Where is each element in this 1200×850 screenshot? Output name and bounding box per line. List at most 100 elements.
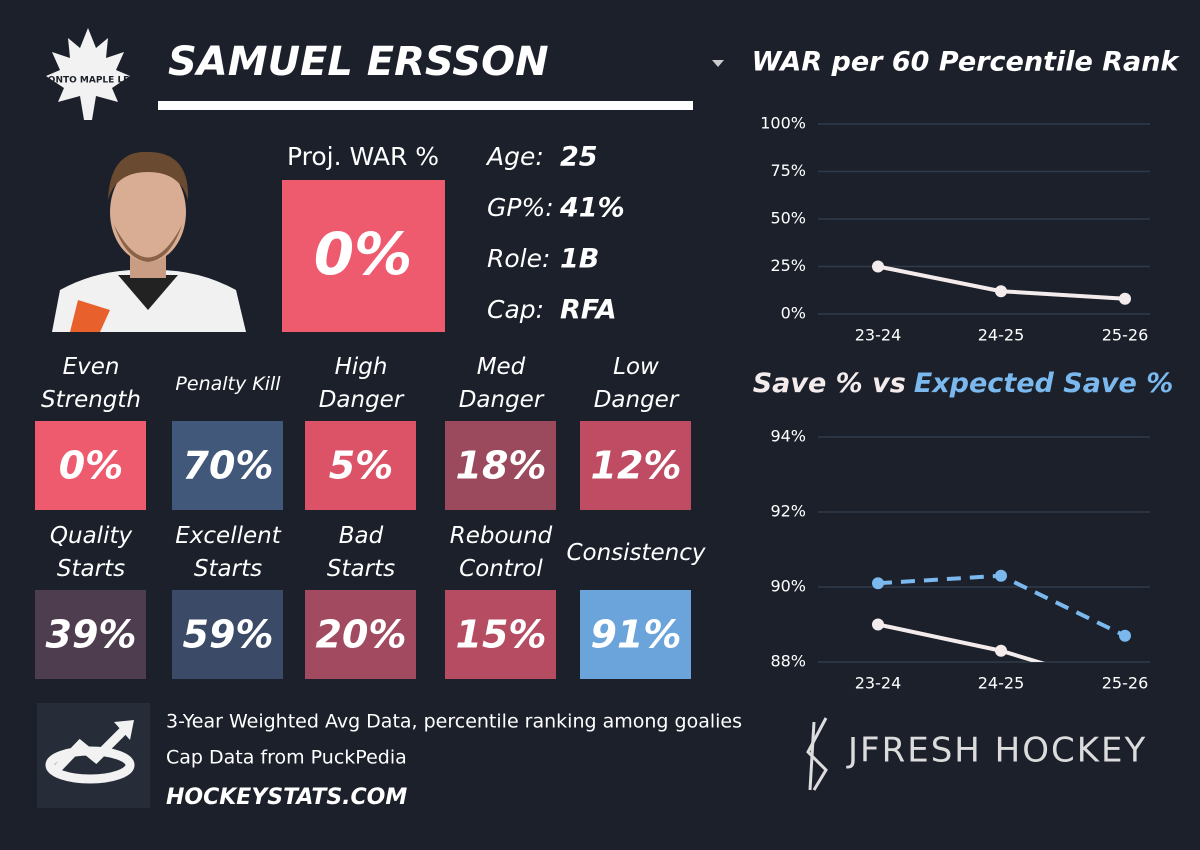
footer-site: HOCKEYSTATS.COM: [166, 785, 407, 810]
tile: [445, 421, 556, 510]
team-logo: TORONTO MAPLE LEAFS: [27, 28, 149, 120]
tile-label-line: Starts: [57, 556, 125, 582]
logo-text: TORONTO MAPLE LEAFS: [27, 76, 149, 86]
tile: [35, 590, 146, 679]
bio-value: RFA: [560, 295, 617, 326]
projection-value: 0%: [314, 220, 412, 288]
bio-value: 25: [560, 142, 598, 173]
tile-value: 91%: [591, 613, 682, 657]
x-tick-label: 24-25: [978, 326, 1025, 345]
stat-tiles: Even Strength 0% Penalty Kill 70% High Danger 5…: [35, 354, 706, 679]
tile-label-line: High: [335, 354, 388, 380]
chart-title-part: Expected Save %: [914, 368, 1173, 399]
x-tick-label: 25-26: [1102, 326, 1149, 345]
tile-label: Quality Starts: [50, 523, 133, 582]
tile-value: 59%: [183, 613, 274, 657]
chart-title-part: Save % vs: [753, 368, 906, 399]
y-tick-label: 75%: [770, 161, 806, 180]
point: [995, 644, 1007, 657]
plot-area: [872, 260, 1131, 305]
footer-note: Cap Data from PuckPedia: [166, 747, 407, 769]
tile-label-line: Med: [477, 354, 526, 380]
brand-icon: [806, 717, 828, 791]
tile: [580, 590, 691, 679]
y-tick-label: 0%: [781, 304, 806, 323]
tile-value: 18%: [456, 444, 547, 488]
tile-label-line: Penalty Kill: [175, 373, 281, 395]
tile-label-line: Danger: [319, 387, 405, 413]
tile-label-line: Control: [459, 556, 543, 582]
tile: [305, 590, 416, 679]
tile-label: Consistency: [566, 540, 705, 566]
point: [872, 618, 884, 631]
bio-label: GP%:: [487, 193, 554, 222]
player-photo: [52, 151, 246, 332]
tile-label: Bad Starts: [327, 523, 395, 582]
x-tick-label: 24-25: [978, 674, 1025, 693]
tile-label-line: Starts: [194, 556, 262, 582]
tile: [305, 421, 416, 510]
tile-value: 5%: [329, 444, 394, 488]
tile: [172, 590, 283, 679]
tile-value: 12%: [591, 444, 682, 488]
leaf: [46, 28, 130, 120]
point: [1119, 292, 1131, 305]
point: [995, 285, 1007, 298]
y-tick-label: 100%: [760, 114, 806, 133]
tile-value: 20%: [316, 613, 407, 657]
brand-name: JFRESH HOCKEY: [846, 731, 1147, 771]
footer-note: 3-Year Weighted Avg Data, percentile ran…: [166, 711, 742, 733]
tile-label-line: Even: [63, 354, 120, 380]
point: [872, 260, 884, 273]
point: [872, 577, 884, 590]
name-underline: [158, 101, 693, 110]
chart-title: WAR per 60 Percentile Rank: [752, 47, 1181, 78]
tile-label-line: Quality: [50, 523, 133, 549]
tile: [580, 421, 691, 510]
tile-label: Low Danger: [594, 354, 680, 413]
tile-label: High Danger: [319, 354, 405, 413]
tile-value: 70%: [183, 444, 274, 488]
tile-label-line: Starts: [327, 556, 395, 582]
tile: [445, 590, 556, 679]
tile-label: Rebound Control: [450, 523, 553, 582]
plot-area: [872, 569, 1131, 662]
tile-label-line: Danger: [459, 387, 545, 413]
projection-box: [282, 180, 445, 332]
y-tick-label: 94%: [770, 427, 806, 446]
y-tick-label: 92%: [770, 502, 806, 521]
y-tick-label: 25%: [770, 256, 806, 275]
tile-value: 0%: [59, 444, 124, 488]
tile-label-line: Strength: [41, 387, 141, 413]
tile: [35, 421, 146, 510]
tile-label-line: Consistency: [566, 540, 705, 566]
bio-value: 41%: [559, 193, 625, 224]
bio-label: Age:: [485, 142, 544, 171]
point: [995, 569, 1007, 582]
y-tick-label: 88%: [770, 652, 806, 671]
projection-label: Proj. WAR %: [287, 142, 439, 171]
tile-label-line: Rebound: [450, 523, 553, 549]
x-tick-label: 23-24: [855, 326, 902, 345]
tile-label-line: Excellent: [175, 523, 281, 549]
tile-label: Even Strength: [41, 354, 141, 413]
point: [1119, 629, 1131, 642]
bio-label: Cap:: [487, 295, 544, 324]
x-tick-label: 25-26: [1102, 674, 1149, 693]
charts: WAR per 60 Percentile Rank 0% 25% 50% 75% 100…: [752, 47, 1181, 693]
tile-label-line: Bad: [339, 523, 384, 549]
chart-title: Save % vs Expected Save %: [753, 368, 1174, 399]
footer-icon: [37, 703, 150, 808]
bio-value: 1B: [560, 244, 599, 275]
x-tick-label: 23-24: [855, 674, 902, 693]
tile: [172, 421, 283, 510]
dropdown-caret[interactable]: [712, 60, 724, 67]
tile-label: Penalty Kill: [175, 373, 281, 395]
bio-label: Role:: [487, 244, 550, 273]
tile-value: 15%: [456, 613, 547, 657]
y-tick-label: 50%: [770, 209, 806, 228]
tile-label: Med Danger: [459, 354, 545, 413]
tile-label-line: Danger: [594, 387, 680, 413]
